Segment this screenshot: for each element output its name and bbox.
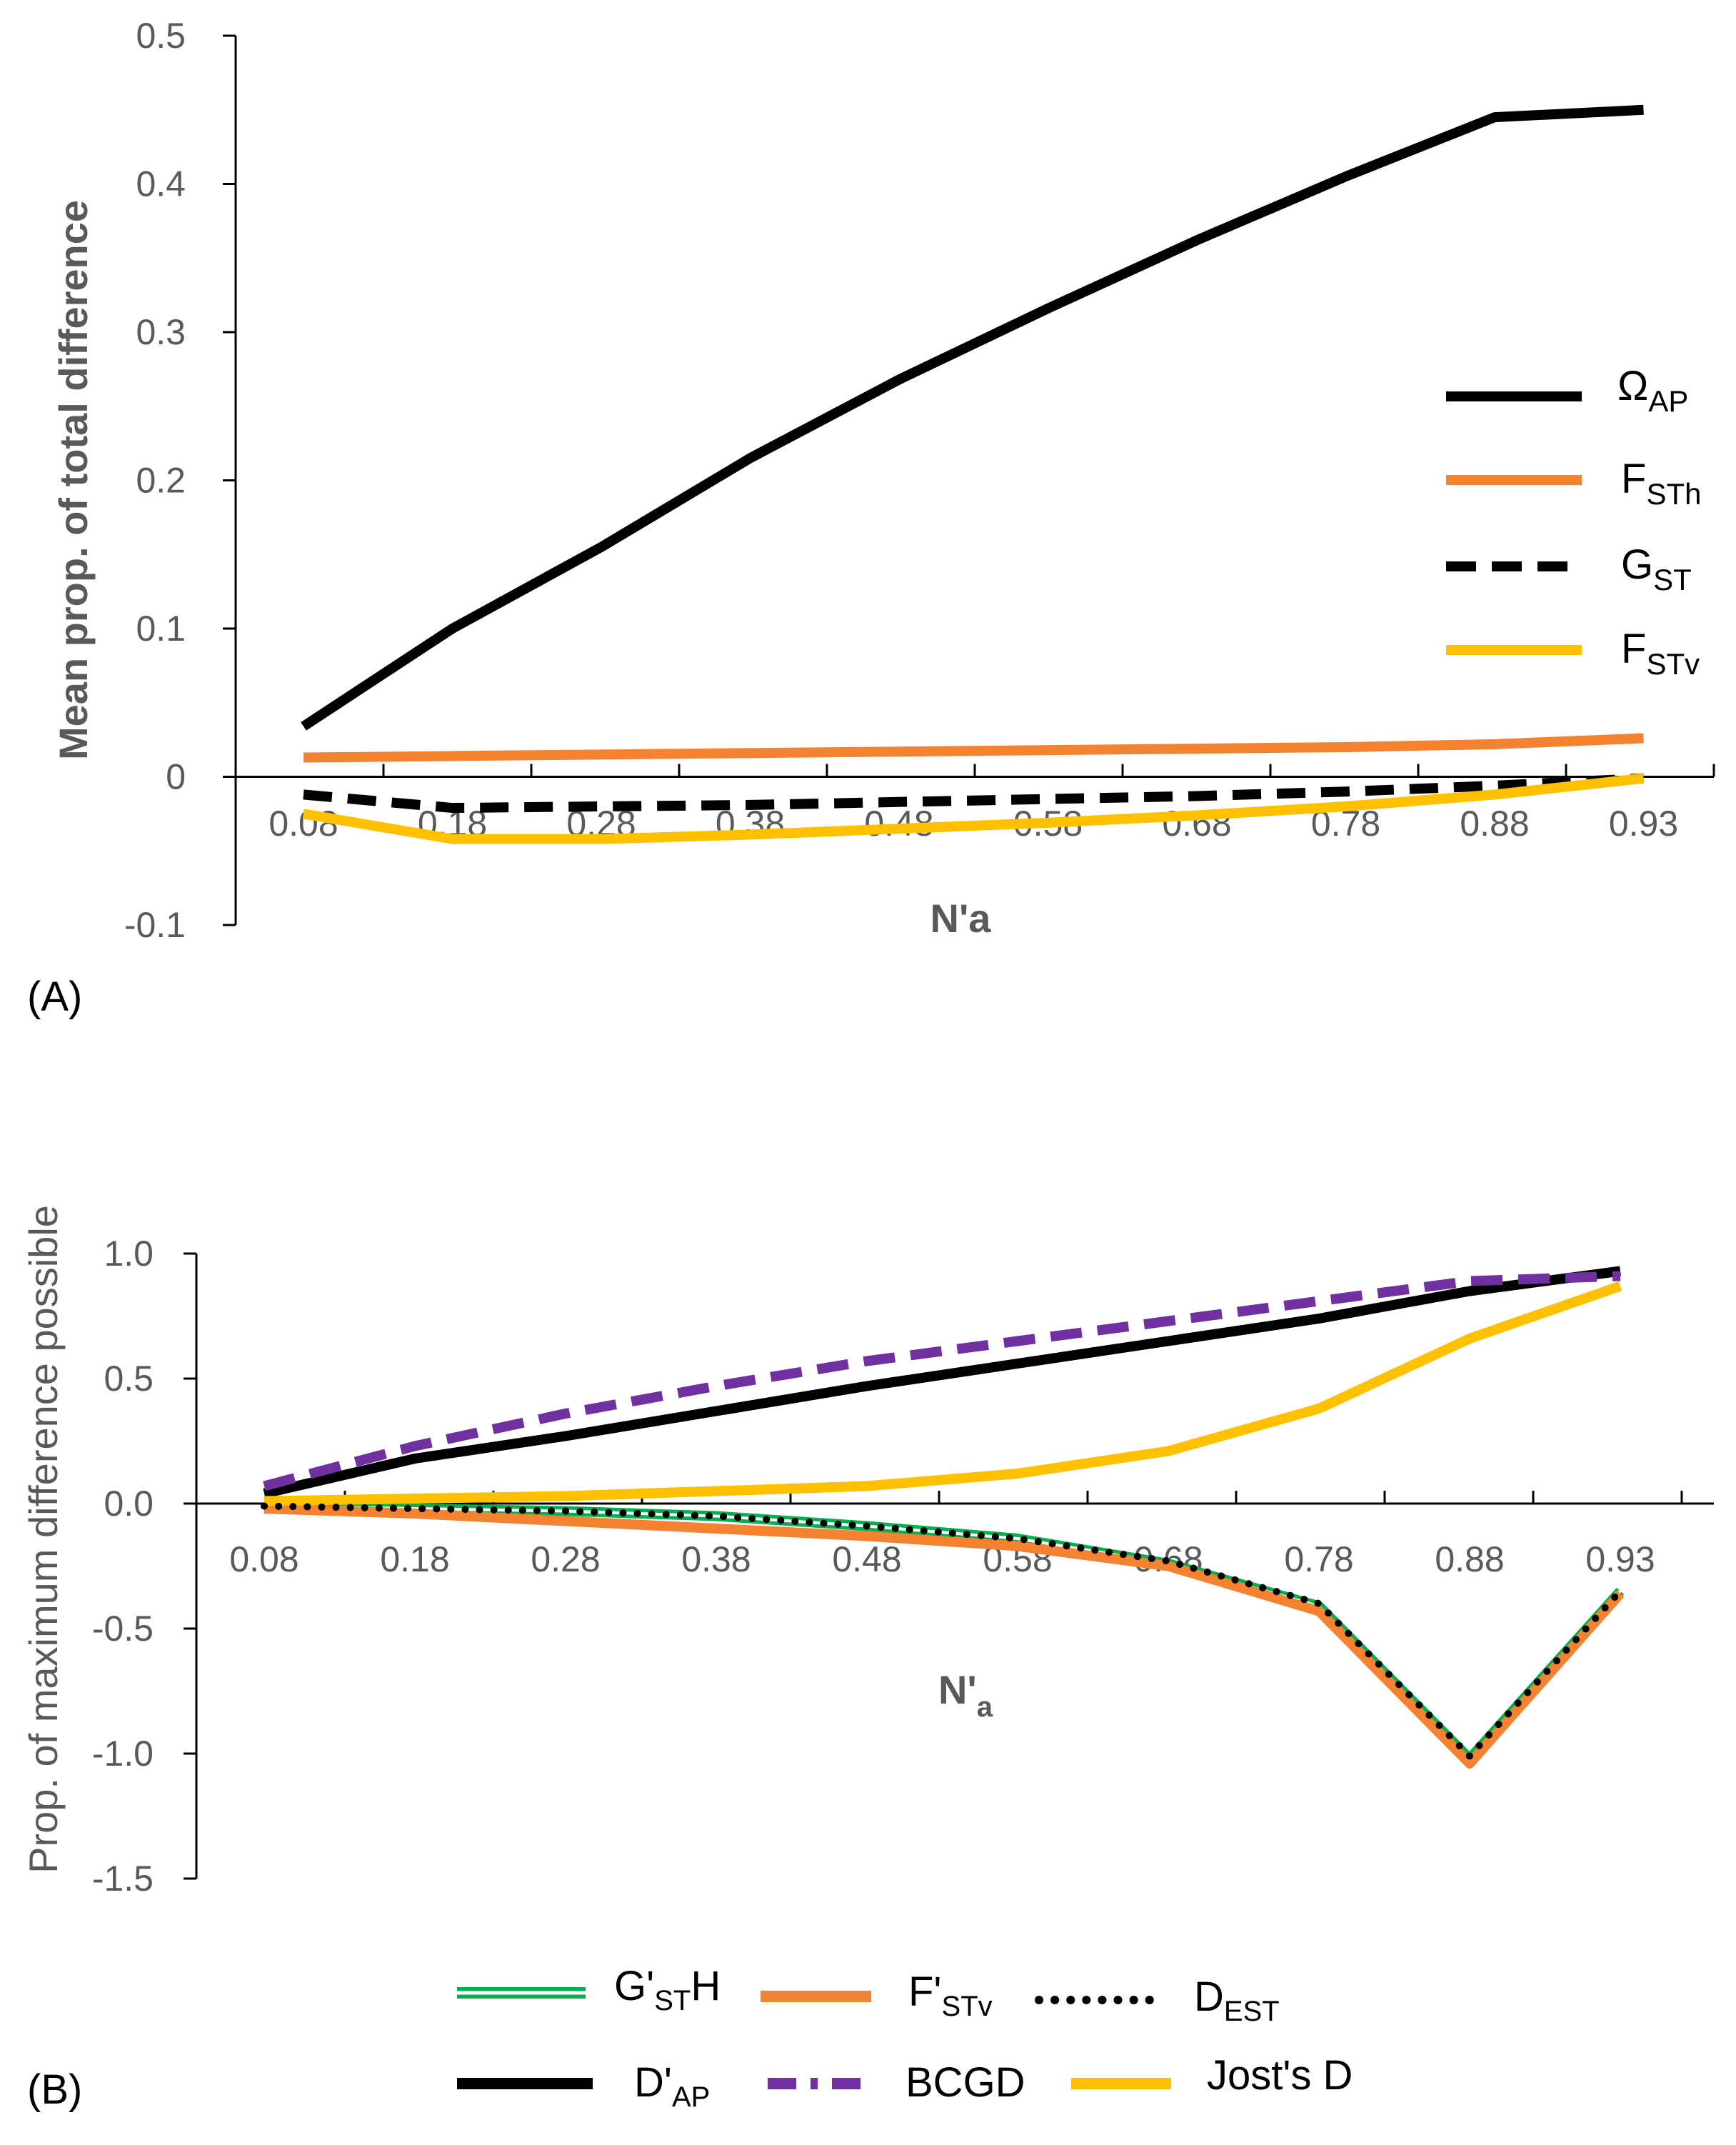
panel-a-x-tick-label: 0.93 xyxy=(1609,804,1678,844)
panel-b-series-bcgd-line xyxy=(263,1271,1621,1491)
legend-b-gsth-label: G' xyxy=(614,1963,654,2009)
legend-a-fsth-label: F xyxy=(1621,456,1646,502)
panel-b-label: (B) xyxy=(27,2066,82,2113)
legend-b-dest-label: D xyxy=(1194,1974,1224,2020)
legend-b-jost: Jost's D xyxy=(1071,2052,1353,2099)
panel-a-y-tick-label: 0.5 xyxy=(136,16,186,56)
svg-text:N'a: N'a xyxy=(938,1667,993,1723)
panel-a-legend: ΩAP FSTh GST FSTv xyxy=(1446,363,1701,681)
panel-b-y-tick-label: -1.5 xyxy=(92,1859,154,1899)
legend-a-gst-label: G xyxy=(1621,541,1653,588)
panel-a-y-tick-label: 0.1 xyxy=(136,609,186,649)
panel-b-y-tick-label: -1.0 xyxy=(92,1734,154,1774)
svg-text:DEST: DEST xyxy=(1194,1974,1280,2027)
panel-b-y-tick-label: -0.5 xyxy=(92,1609,154,1649)
panel-a-y-tick-label: 0.3 xyxy=(136,312,186,352)
panel-b-x-tick-label: 0.28 xyxy=(531,1539,600,1579)
svg-text:F'STv: F'STv xyxy=(908,1969,993,2022)
legend-a-fstv-sub: STv xyxy=(1646,647,1700,681)
panel-a-y-tick-label: 0.4 xyxy=(136,164,186,204)
panel-b-x-tick-label: 0.78 xyxy=(1284,1539,1353,1579)
panel-b-series-d-ap-line xyxy=(263,1266,1621,1499)
panel-b-series-f-stv-line xyxy=(264,1504,1625,1769)
panel-a-label: (A) xyxy=(27,974,82,1020)
legend-b-gsth-sub: ST xyxy=(654,1985,691,2016)
legend-a-gst: GST xyxy=(1446,541,1692,596)
panel-a-series--ap-line xyxy=(301,104,1644,731)
legend-b-fstv-sub: STv xyxy=(942,1991,993,2022)
legend-b-gsth: G'STH xyxy=(457,1963,721,2016)
panel-a-series-fstv-line xyxy=(302,773,1645,844)
legend-a-fstv-label: F xyxy=(1621,626,1646,672)
panel-b-x-tick-label: 0.38 xyxy=(681,1539,751,1579)
legend-b-bcgd-label: BCGD xyxy=(905,2059,1025,2106)
svg-text:FSTh: FSTh xyxy=(1621,456,1701,511)
panel-a-series-fsth-line xyxy=(303,733,1644,763)
legend-b-dap-sub: AP xyxy=(672,2081,710,2113)
legend-a-fstv: FSTv xyxy=(1446,626,1700,681)
svg-text:ΩAP: ΩAP xyxy=(1617,363,1688,418)
panel-b-series xyxy=(261,1266,1625,1769)
legend-b-dap-label: D' xyxy=(634,2059,672,2106)
panel-b-x-tick-label: 0.93 xyxy=(1585,1539,1655,1579)
panel-a-y-tick-label: -0.1 xyxy=(124,905,186,945)
panel-b-x-axis-title-sub: a xyxy=(977,1691,993,1723)
svg-text:G'STH: G'STH xyxy=(614,1963,721,2016)
panel-a-y-tick-label: 0.2 xyxy=(136,461,186,501)
panel-b-y-tick-label: 0.5 xyxy=(104,1359,154,1399)
panel-b-chart: -1.5 -1.0 -0.5 0.0 0.5 1.0 0.08 0.18 0.28 0.38 0.4… xyxy=(21,1205,1714,2113)
panel-a-x-axis-title: N'a xyxy=(930,896,992,941)
legend-a-fsth: FSTh xyxy=(1446,456,1701,511)
panel-a-chart: -0.100.10.20.30.40.50.08 0.18 0.28 0.38 0.48… xyxy=(27,16,1715,1020)
legend-b-fstv-label: F' xyxy=(908,1969,942,2015)
panel-b-x-tick-label: 0.18 xyxy=(380,1539,449,1579)
panel-a-x-tick-label: 0.88 xyxy=(1460,804,1529,844)
legend-b-dap: D'AP xyxy=(457,2059,710,2113)
panel-b-x-tick-label: 0.08 xyxy=(229,1539,298,1579)
panel-b-legend: G'STH F'STv DEST D'AP BCGD Jost's D xyxy=(457,1963,1353,2113)
legend-a-gst-sub: ST xyxy=(1653,563,1692,596)
panel-b-y-axis-title: Prop. of maximum difference possible xyxy=(21,1205,66,1874)
panel-b-x-tick-label: 0.48 xyxy=(832,1539,901,1579)
panel-b-y-tick-label: 1.0 xyxy=(104,1234,154,1274)
panel-b-x-tick-label: 0.88 xyxy=(1435,1539,1504,1579)
panel-a-x-tick-label: 0.08 xyxy=(269,804,338,844)
legend-a-omega-sub: AP xyxy=(1648,384,1688,418)
svg-text:FSTv: FSTv xyxy=(1621,626,1700,681)
panel-b-y-tick-label: 0.0 xyxy=(104,1484,154,1524)
legend-b-dest-sub: EST xyxy=(1224,1996,1280,2027)
legend-a-omega-label: Ω xyxy=(1617,363,1648,409)
panel-b-axes: -1.5 -1.0 -0.5 0.0 0.5 1.0 0.08 0.18 0.28 0.38 0.4… xyxy=(92,1234,1714,1899)
panel-b-x-axis-title: N' xyxy=(938,1667,977,1712)
legend-b-fstv: F'STv xyxy=(761,1969,993,2022)
svg-text:GST: GST xyxy=(1621,541,1692,596)
svg-text:D'AP: D'AP xyxy=(634,2059,710,2113)
panel-a-series xyxy=(301,104,1645,844)
panel-a-y-tick-label: 0 xyxy=(166,757,186,797)
legend-b-jost-label: Jost's D xyxy=(1207,2052,1353,2099)
legend-b-dest: DEST xyxy=(1035,1974,1280,2027)
legend-b-bcgd: BCGD xyxy=(768,2059,1025,2106)
legend-b-gsth-suffix: H xyxy=(691,1963,721,2009)
panel-b-series-jost-s-d-line xyxy=(264,1281,1622,1506)
legend-a-omega-ap: ΩAP xyxy=(1446,363,1688,418)
panel-a-series-gst-line xyxy=(303,773,1644,814)
legend-a-fsth-sub: STh xyxy=(1646,477,1701,511)
panel-a-y-axis-title: Mean prop. of total difference xyxy=(51,200,96,760)
